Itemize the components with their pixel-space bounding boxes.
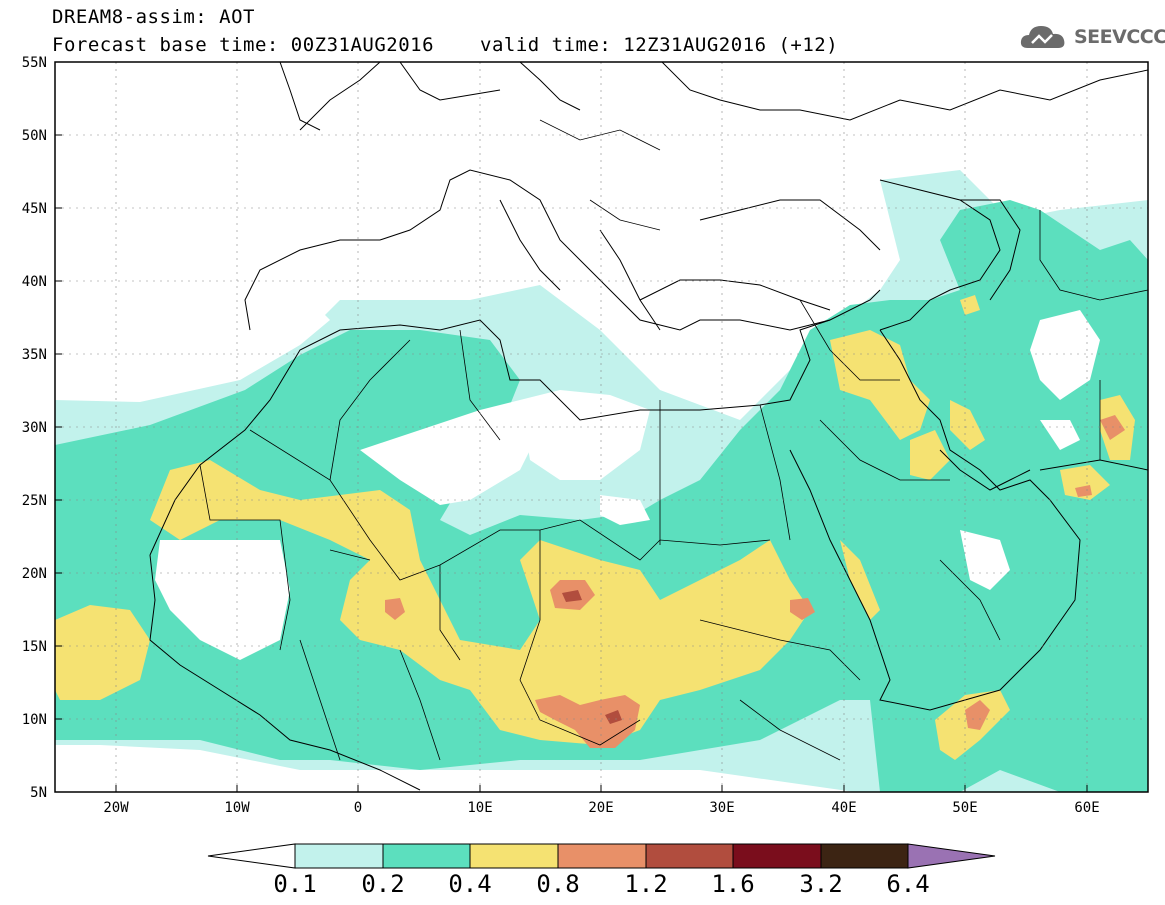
aot-band-1-2 — [562, 590, 622, 724]
map-title: DREAM8-assim: AOT — [52, 6, 255, 28]
longitude-labels: 20W 10W 0 10E 20E 30E 40E 50E 60E — [103, 800, 1099, 816]
lon-label: 10E — [467, 800, 492, 816]
lat-label: 30N — [22, 420, 47, 436]
coastlines — [149, 62, 1148, 791]
lon-label: 10W — [224, 800, 250, 816]
colorbar-label: 3.2 — [799, 870, 843, 898]
logo-text: SEEVCCC — [1074, 26, 1165, 48]
lat-label: 20N — [22, 566, 47, 582]
lat-label: 35N — [22, 347, 47, 363]
aot-band-0-4 — [55, 295, 1135, 760]
graticule — [55, 62, 1148, 792]
colorbar-bin — [557, 843, 647, 869]
cloud-icon — [1020, 26, 1065, 48]
lon-label: 20W — [103, 800, 129, 816]
seevccc-logo: SEEVCCC — [1018, 22, 1165, 52]
lon-label: 0 — [354, 800, 362, 816]
lat-label: 55N — [22, 55, 47, 71]
aot-band-below — [155, 300, 1100, 660]
colorbar-low-arrow — [207, 843, 296, 869]
colorbar-label: 6.4 — [886, 870, 930, 898]
lat-label: 10N — [22, 712, 47, 728]
colorbar-bin — [294, 843, 384, 869]
axis-ticks — [55, 61, 1088, 792]
lat-label: 50N — [22, 128, 47, 144]
country-borders — [199, 119, 1148, 761]
lat-label: 15N — [22, 639, 47, 655]
lat-label: 40N — [22, 274, 47, 290]
colorbar-label: 0.1 — [273, 870, 317, 898]
lon-label: 60E — [1074, 800, 1099, 816]
lat-label: 5N — [30, 785, 47, 801]
valid-time: valid time: 12Z31AUG2016 (+12) — [480, 34, 839, 56]
lat-label: 45N — [22, 201, 47, 217]
lat-label: 25N — [22, 493, 47, 509]
colorbar-label: 1.6 — [711, 870, 755, 898]
colorbar-high-arrow — [907, 843, 996, 869]
colorbar-bin — [645, 843, 734, 869]
colorbar-label: 0.8 — [536, 870, 580, 898]
colorbar — [207, 843, 996, 869]
forecast-base-time: Forecast base time: 00Z31AUG2016 — [52, 34, 435, 56]
latitude-labels: 55N 50N 45N 40N 35N 30N 25N 20N 15N 10N … — [22, 55, 47, 801]
colorbar-label: 0.4 — [448, 870, 492, 898]
colorbar-bin — [820, 843, 909, 869]
lon-label: 20E — [588, 800, 613, 816]
colorbar-label: 0.2 — [361, 870, 405, 898]
colorbar-bin — [732, 843, 822, 869]
lon-label: 30E — [709, 800, 734, 816]
aot-field — [55, 170, 1148, 792]
lon-label: 50E — [952, 800, 977, 816]
colorbar-bin — [469, 843, 559, 869]
lon-label: 40E — [831, 800, 856, 816]
colorbar-bin — [382, 843, 471, 869]
colorbar-label: 1.2 — [624, 870, 668, 898]
